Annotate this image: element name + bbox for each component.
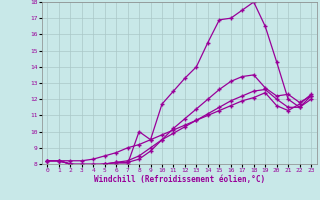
X-axis label: Windchill (Refroidissement éolien,°C): Windchill (Refroidissement éolien,°C) [94,175,265,184]
